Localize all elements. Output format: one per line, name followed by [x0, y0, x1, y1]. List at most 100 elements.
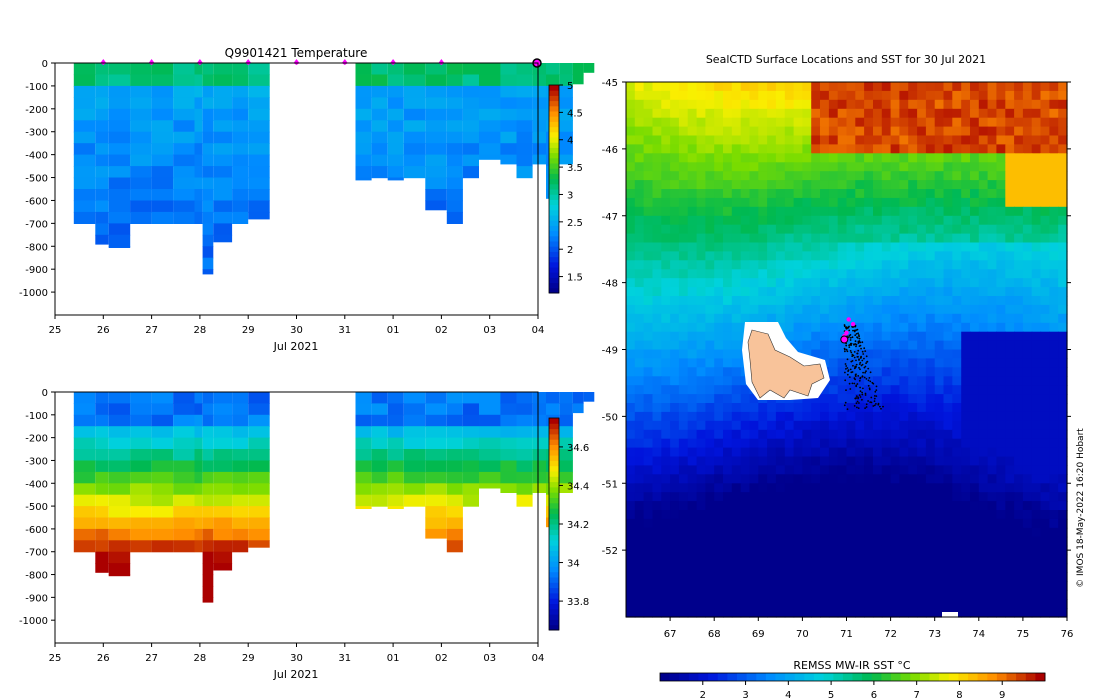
sst-cell	[758, 224, 768, 235]
sst-cell	[775, 206, 786, 217]
sst-cell	[1049, 260, 1059, 270]
sst-cell	[652, 260, 662, 270]
sst-cell	[828, 376, 839, 386]
sst-cell	[890, 269, 900, 279]
sst-cell	[820, 313, 830, 324]
sst-cell	[864, 510, 874, 520]
temp-cell	[462, 63, 479, 76]
sst-cell	[881, 429, 892, 440]
sst-cell	[1014, 527, 1024, 538]
sal-cell	[532, 426, 546, 439]
sst-cell	[740, 411, 751, 422]
sst-cell	[855, 82, 865, 92]
sst-cell	[917, 581, 927, 591]
sal-cell	[516, 460, 533, 473]
track-point	[848, 334, 851, 337]
sst-cell	[758, 278, 768, 288]
sst-cell	[696, 474, 706, 484]
sal-cell	[213, 426, 233, 439]
sst-cell	[1005, 608, 1015, 618]
sst-cell	[626, 215, 636, 226]
sst-cell	[925, 296, 936, 306]
sst-cell	[652, 518, 662, 529]
temp-cell	[213, 131, 233, 144]
temp-cell	[202, 189, 214, 202]
sst-cell	[881, 278, 892, 288]
temp-cell	[446, 74, 463, 87]
sst-cell	[820, 322, 830, 333]
sst-cell	[970, 233, 980, 244]
sst-cell	[934, 394, 945, 404]
sst-cell	[1022, 367, 1033, 377]
sst-cell	[961, 510, 971, 520]
sst-cell	[749, 581, 759, 591]
sst-cell	[784, 590, 795, 600]
sst-cell	[652, 465, 662, 475]
sst-cell	[1049, 215, 1059, 226]
sst-cell	[1005, 331, 1015, 342]
sst-cell	[978, 403, 989, 413]
sst-cell	[634, 358, 645, 368]
sst-cell	[961, 563, 971, 573]
sst-cell	[678, 197, 689, 208]
sst-cell	[943, 251, 953, 261]
track-point	[850, 342, 853, 345]
sst-cell	[952, 215, 962, 226]
temp-cell	[108, 234, 131, 247]
sst-cell	[1040, 144, 1050, 154]
temp-cell	[248, 166, 270, 179]
sst-cell	[802, 135, 812, 145]
sst-cell	[749, 153, 759, 163]
sst-cell	[864, 483, 874, 493]
sst-cell	[961, 269, 971, 279]
sst-cell	[731, 180, 742, 190]
sst-cell	[784, 153, 795, 163]
sst-cell	[1031, 189, 1042, 199]
colorbar-swatch	[549, 152, 559, 159]
sst-cell	[643, 197, 653, 208]
sst-cell	[811, 554, 821, 565]
sst-cell	[626, 322, 636, 333]
sst-cell	[952, 474, 962, 484]
sst-cell	[626, 162, 636, 172]
sst-cell	[634, 126, 645, 137]
sst-cell	[987, 90, 997, 101]
sst-cell	[634, 403, 645, 413]
sst-cell	[802, 545, 812, 556]
sst-cell	[820, 126, 830, 137]
sst-cell	[961, 296, 971, 306]
sst-cell	[714, 411, 724, 422]
sst-cell	[917, 447, 927, 458]
sal-cell	[572, 403, 584, 414]
temp-cell	[446, 154, 463, 167]
sst-cell	[881, 438, 892, 449]
sst-cell	[996, 367, 1006, 377]
sal-cell	[248, 494, 270, 507]
sal-cell	[95, 471, 109, 484]
sst-cell	[846, 599, 856, 609]
sst-cell	[652, 162, 662, 172]
sst-cell	[775, 411, 786, 422]
sst-cell	[873, 385, 883, 395]
sst-cell	[811, 260, 821, 270]
sst-cell	[1040, 492, 1050, 502]
track-point	[873, 404, 876, 407]
sst-cell	[890, 447, 900, 458]
sst-cell	[793, 474, 803, 484]
sst-cell	[784, 313, 795, 324]
sst-cell	[820, 162, 830, 172]
temp-cell	[202, 223, 214, 236]
sst-cell	[1040, 117, 1050, 128]
sst-cell	[996, 349, 1006, 359]
sal-cell	[479, 437, 501, 450]
sal-cell	[95, 414, 109, 427]
sst-cell	[820, 296, 830, 306]
sst-cell	[731, 385, 742, 395]
sst-cell	[1040, 608, 1050, 618]
sst-cell	[775, 554, 786, 565]
sst-cell	[925, 340, 936, 351]
sst-cell	[740, 554, 751, 565]
sst-cell	[643, 358, 653, 368]
sst-cell	[714, 403, 724, 413]
